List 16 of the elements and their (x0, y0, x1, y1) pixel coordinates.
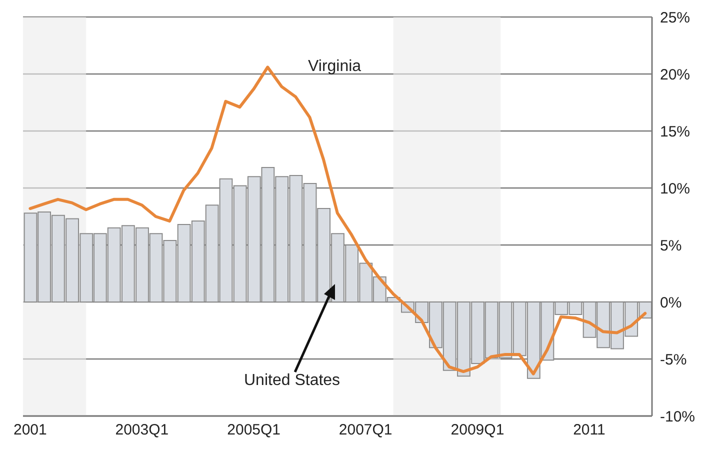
x-tick-label: 2011 (573, 422, 606, 439)
series-label: Virginia (308, 58, 362, 76)
x-tick-label: 2005Q1 (227, 422, 281, 439)
y-tick-label: 15% (660, 123, 690, 140)
y-tick-label: 5% (660, 237, 682, 254)
x-tick-label: 2003Q1 (115, 422, 169, 439)
x-tick-label: 2009Q1 (450, 422, 504, 439)
text: United States (244, 372, 340, 390)
y-tick-label: 0% (660, 294, 682, 312)
y-tick-label: 20% (660, 66, 690, 84)
y-tick-label: 10% (660, 180, 690, 198)
x-tick-label: 2007Q1 (338, 422, 392, 439)
y-tick-label: 25% (660, 9, 690, 26)
y-tick-label: -10% (660, 408, 696, 426)
y-tick-label: -5% (660, 351, 687, 368)
x-tick-label: 2001 (14, 422, 47, 439)
